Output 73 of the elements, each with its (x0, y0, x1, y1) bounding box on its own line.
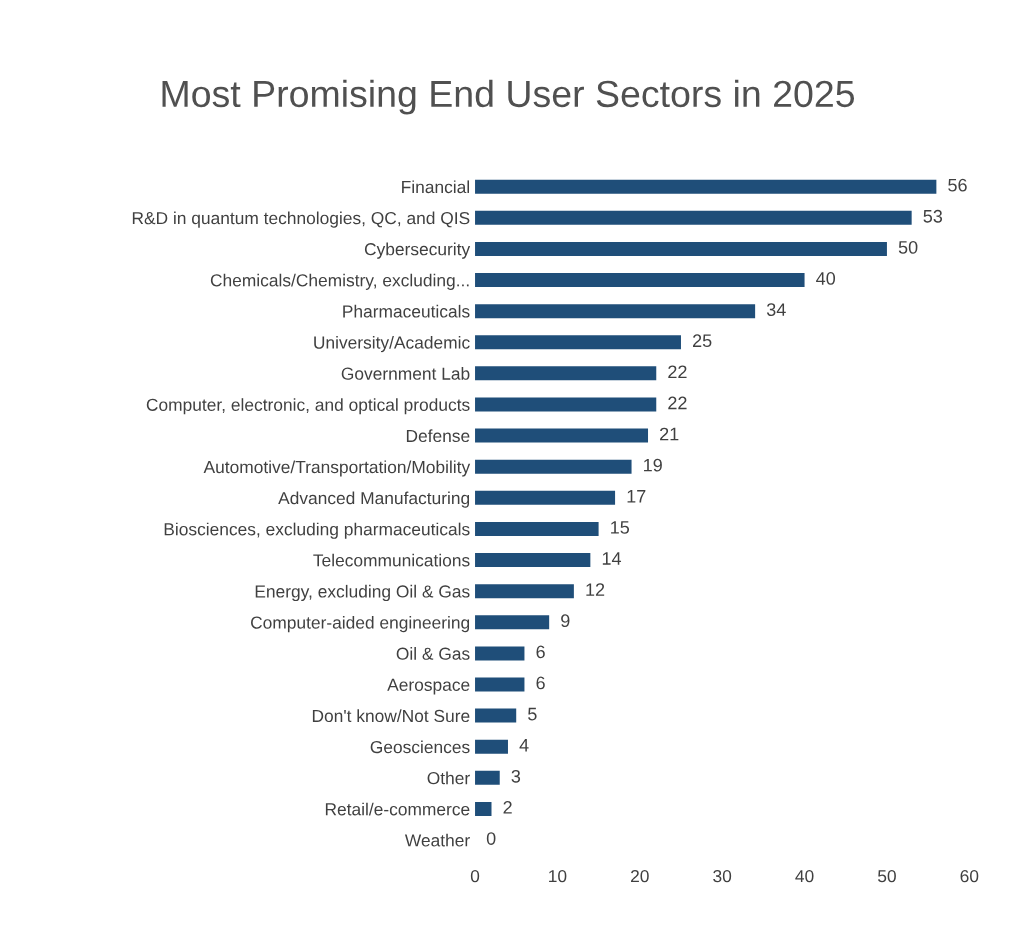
bar (475, 335, 681, 350)
x-tick-label: 0 (470, 869, 480, 883)
bar (475, 708, 517, 723)
y-tick-label: Computer-aided engineering (251, 615, 470, 633)
bar (475, 459, 632, 474)
data-label: 6 (536, 676, 545, 690)
y-tick-label: Oil & Gas (396, 647, 470, 660)
bar (475, 397, 657, 412)
y-tick-label: Biosciences, excluding pharmaceuticals (164, 522, 470, 539)
data-label: 15 (611, 521, 630, 534)
x-tick-label: 60 (960, 869, 979, 883)
y-tick-label: Government Lab (341, 367, 470, 380)
data-label: 21 (660, 427, 679, 441)
bar (475, 490, 616, 505)
data-label: 6 (536, 645, 545, 659)
y-tick-label: Pharmaceuticals (343, 304, 470, 318)
data-label: 22 (668, 396, 687, 410)
y-tick-label: Other (427, 771, 470, 785)
bar (475, 553, 591, 568)
bar (475, 801, 492, 816)
y-tick-label: R&D in quantum technologies, QC, and QIS (132, 211, 470, 228)
y-tick-label: Aerospace (387, 678, 470, 695)
data-label: 50 (898, 240, 918, 254)
bar (475, 273, 805, 288)
data-label: 3 (511, 769, 521, 783)
x-tick-label: 20 (631, 869, 649, 883)
data-label: 17 (627, 490, 646, 503)
data-label: 0 (486, 832, 496, 845)
data-label: 56 (948, 178, 967, 192)
data-label: 53 (923, 209, 943, 223)
data-label: 4 (519, 738, 529, 752)
data-label: 9 (561, 614, 570, 628)
y-tick-label: Cybersecurity (364, 242, 471, 259)
y-tick-label: Telecommunications (313, 553, 470, 567)
bar (475, 210, 912, 225)
data-label: 2 (503, 801, 512, 814)
x-tick-label: 10 (549, 869, 567, 883)
data-label: 14 (602, 552, 622, 565)
data-label: 12 (586, 583, 605, 596)
bar (475, 677, 525, 692)
data-label: 34 (766, 303, 786, 316)
data-label: 19 (644, 458, 662, 472)
data-label: 5 (528, 707, 537, 721)
y-tick-label: Defense (406, 429, 470, 443)
bar (475, 646, 525, 661)
data-label: 25 (693, 334, 712, 348)
x-tick-label: 30 (713, 869, 732, 883)
y-tick-label: Computer, electronic, and optical products (146, 398, 470, 415)
y-tick-label: Geosciences (370, 740, 470, 754)
y-tick-label: Financial (402, 180, 469, 194)
y-tick-label: University/Academic (314, 335, 470, 353)
bar (475, 739, 508, 754)
data-label: 22 (668, 365, 687, 379)
bar (475, 241, 887, 256)
chart-title: Most Promising End User Sectors in 2025 (162, 79, 855, 115)
x-tick-label: 50 (877, 869, 896, 883)
y-tick-label: Weather (404, 833, 470, 847)
y-tick-label: Advanced Manufacturing (278, 491, 470, 508)
bar (475, 179, 937, 194)
bar (475, 770, 500, 785)
bar (475, 521, 599, 536)
bar (475, 304, 756, 319)
y-tick-label: Energy, excluding Oil & Gas (255, 584, 470, 602)
x-tick-label: 40 (795, 869, 814, 883)
bar (475, 584, 574, 599)
bar (475, 366, 657, 381)
y-tick-label: Automotive/Transportation/Mobility (203, 460, 471, 477)
y-tick-label: Chemicals/Chemistry, excluding... (210, 273, 469, 290)
bar (475, 428, 649, 443)
bar (475, 615, 550, 630)
data-label: 40 (816, 272, 836, 285)
y-tick-label: Don't know/Not Sure (312, 709, 470, 723)
y-tick-label: Retail/e-commerce (325, 802, 470, 816)
